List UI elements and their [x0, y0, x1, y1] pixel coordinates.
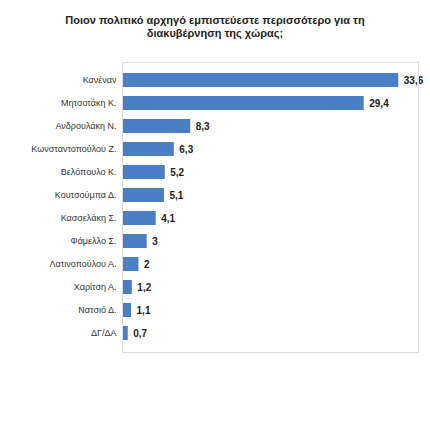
- svg-text:1,1: 1,1: [137, 305, 151, 316]
- svg-text:5,2: 5,2: [170, 167, 184, 178]
- svg-text:Ανδρουλάκη Ν.: Ανδρουλάκη Ν.: [56, 121, 117, 131]
- svg-text:5,1: 5,1: [169, 190, 183, 201]
- svg-text:Κασσελάκη Σ.: Κασσελάκη Σ.: [61, 213, 117, 223]
- svg-text:Λατινοπούλου Α.: Λατινοπούλου Α.: [50, 259, 117, 269]
- svg-text:3: 3: [152, 236, 158, 247]
- svg-text:8,3: 8,3: [196, 121, 210, 132]
- svg-text:Κουτσούμπα Δ.: Κουτσούμπα Δ.: [55, 190, 117, 200]
- svg-text:Μητσοτάκη Κ.: Μητσοτάκη Κ.: [61, 98, 117, 108]
- svg-text:Βελόπουλο Κ.: Βελόπουλο Κ.: [61, 167, 117, 177]
- svg-text:Χαρίτση Α.: Χαρίτση Α.: [74, 282, 117, 292]
- svg-text:Κωνσταντοπούλου Ζ.: Κωνσταντοπούλου Ζ.: [31, 144, 116, 154]
- svg-text:2: 2: [144, 259, 150, 270]
- svg-text:1,2: 1,2: [137, 282, 151, 293]
- svg-text:Φάμελλο Σ.: Φάμελλο Σ.: [70, 236, 116, 246]
- svg-text:Κανέναν: Κανέναν: [83, 75, 117, 85]
- html-text:Ποιον πολιτικό αρχηγό εμπιστεύ: Ποιον πολιτικό αρχηγό εμπιστεύεστε περισ…: [65, 14, 365, 39]
- svg-text:29,4: 29,4: [369, 98, 389, 109]
- svg-text:0,7: 0,7: [133, 328, 147, 339]
- svg-text:4,1: 4,1: [161, 213, 175, 224]
- svg-text:Νατσιό Δ.: Νατσιό Δ.: [78, 305, 116, 315]
- svg-text:33,6: 33,6: [404, 75, 424, 86]
- svg-text:6,3: 6,3: [179, 144, 193, 155]
- svg-text:ΔΓ/ΔΑ: ΔΓ/ΔΑ: [91, 328, 116, 338]
